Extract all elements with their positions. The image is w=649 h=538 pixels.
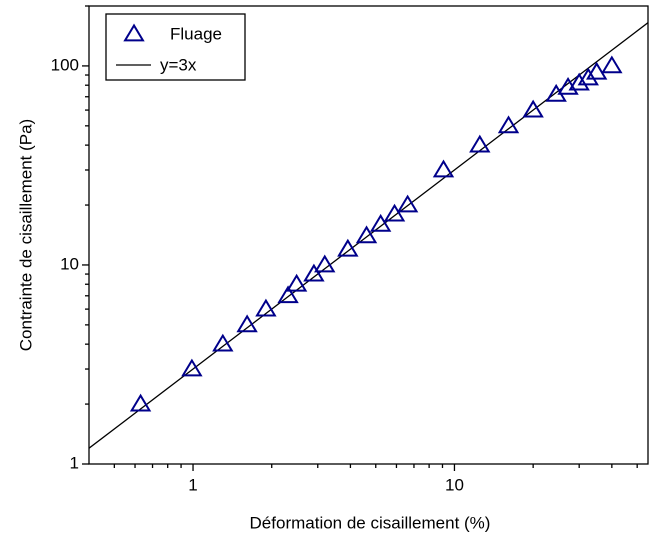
- x-tick-label: 1: [188, 475, 197, 494]
- data-point: [577, 67, 599, 86]
- data-point: [383, 203, 406, 222]
- plot-frame: [88, 5, 649, 465]
- data-point: [129, 393, 152, 412]
- legend-label: y=3x: [160, 55, 197, 74]
- legend-label: Fluage: [170, 24, 222, 43]
- y-axis-title: Contrainte de cisaillement (Pa): [16, 119, 35, 351]
- data-point: [469, 134, 491, 153]
- data-point: [314, 254, 336, 273]
- data-point: [396, 194, 419, 213]
- legend-box: [105, 13, 246, 81]
- y-tick-label: 100: [51, 55, 79, 74]
- y-tick-label: 10: [60, 254, 79, 273]
- data-point: [585, 61, 608, 80]
- data-point: [303, 263, 325, 282]
- data-point: [236, 314, 258, 333]
- data-point: [277, 285, 299, 304]
- data-point: [355, 225, 378, 244]
- data-point: [369, 213, 392, 232]
- data-point: [337, 238, 359, 257]
- fit-line: [89, 22, 648, 449]
- data-point: [522, 99, 544, 118]
- data-point: [568, 72, 590, 91]
- data-point: [601, 55, 623, 74]
- data-point: [212, 333, 234, 352]
- x-axis-title: Déformation de cisaillement (%): [250, 513, 491, 532]
- y-tick-label: 1: [70, 453, 79, 472]
- data-point: [181, 358, 203, 377]
- data-point: [497, 115, 520, 134]
- x-tick-label: 10: [445, 475, 464, 494]
- data-point: [255, 298, 277, 317]
- data-point: [285, 273, 308, 292]
- data-point: [432, 159, 455, 178]
- legend-marker: [123, 23, 145, 42]
